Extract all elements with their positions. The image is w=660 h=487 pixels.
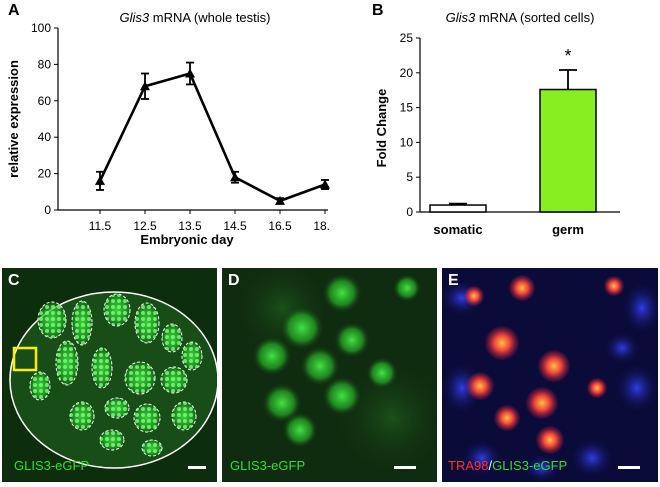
caption-e-tra98: TRA98 — [448, 458, 489, 473]
caption-e: TRA98/GLIS3-eGFP — [448, 458, 567, 473]
caption-d: GLIS3-eGFP — [230, 458, 306, 473]
chart-b-bar — [539, 88, 597, 213]
chart-a-data-point — [275, 195, 285, 205]
micrograph-d: D GLIS3-eGFP — [222, 268, 437, 482]
micrograph-d-image — [222, 268, 437, 482]
chart-a-data-point — [230, 172, 240, 182]
scalebar-e — [618, 466, 640, 469]
chart-b-y-tick-label: 10 — [400, 135, 414, 149]
chart-b-title: Glis3 mRNA (sorted cells) — [446, 10, 595, 25]
chart-a-title: Glis3 mRNA (whole testis) — [120, 10, 271, 25]
chart-a-y-tick-label: 60 — [38, 94, 52, 108]
chart-b-ylabel: Fold Change — [374, 89, 389, 168]
chart-a-series-line — [98, 72, 326, 203]
inset-box — [12, 346, 38, 372]
chart-b-y-tick-label: 5 — [406, 170, 413, 184]
panel-label-a: A — [8, 2, 20, 19]
scalebar-c — [188, 466, 206, 469]
chart-a-data-point — [95, 175, 105, 185]
chart-a-x-tick-label: 11.5 — [89, 219, 112, 233]
chart-a-y-tick-label: 40 — [38, 130, 52, 144]
panel-label-b: B — [372, 2, 384, 19]
chart-a-x-tick-label: 16.5 — [268, 219, 292, 233]
panel-label-e: E — [448, 272, 459, 289]
caption-c: GLIS3-eGFP — [14, 458, 90, 473]
chart-a-x-tick-label: 18.5 — [313, 219, 330, 233]
chart-b-significance-marker: * — [564, 46, 571, 66]
panel-label-c: C — [8, 272, 20, 289]
chart-a-y-tick-label: 0 — [44, 203, 51, 217]
caption-e-gfp: GLIS3-eGFP — [492, 458, 568, 473]
tra98-cells — [464, 275, 624, 454]
chart-a-y-tick-label: 20 — [38, 167, 52, 181]
micrograph-c-image — [2, 268, 217, 482]
chart-a-y-tick-label: 100 — [31, 21, 51, 35]
chart-a-x-tick-label: 14.5 — [223, 219, 247, 233]
chart-a-ylabel: relative expression — [6, 60, 21, 178]
panel-label-d: D — [228, 272, 240, 289]
chart-a-data-point — [320, 179, 330, 189]
chart-a-data-point — [185, 68, 195, 78]
chart-b-y-tick-label: 20 — [400, 66, 414, 80]
chart-a-y-tick-label: 80 — [38, 57, 52, 71]
chart-b-y-tick-label: 15 — [400, 101, 414, 115]
caption-e-slash: / — [488, 458, 493, 473]
chart-b-x-tick-label: somatic — [433, 222, 482, 237]
chart-b-bar — [429, 204, 487, 213]
micrograph-e: E TRA98/GLIS3-eGFP — [442, 268, 658, 482]
chart-a-data-point — [140, 81, 150, 91]
gfp-cells — [252, 273, 421, 448]
chart-b-x-tick-label: germ — [552, 222, 584, 237]
chart-b: Glis3 mRNA (sorted cells) Fold Change 0 5… — [374, 10, 620, 237]
chart-a-x-tick-label: 13.5 — [178, 219, 202, 233]
seminiferous-tubules — [29, 293, 203, 457]
chart-b-y-tick-label: 25 — [400, 31, 414, 45]
chart-b-y-tick-label: 0 — [406, 205, 413, 219]
scalebar-d — [394, 466, 416, 469]
chart-a-xlabel: Embryonic day — [140, 232, 234, 247]
chart-a: Glis3 mRNA (whole testis) relative expre… — [6, 10, 330, 247]
micrograph-e-image — [442, 268, 658, 482]
chart-a-x-tick-label: 12.5 — [133, 219, 157, 233]
micrograph-c: C GLIS3-eGFP — [2, 268, 217, 482]
